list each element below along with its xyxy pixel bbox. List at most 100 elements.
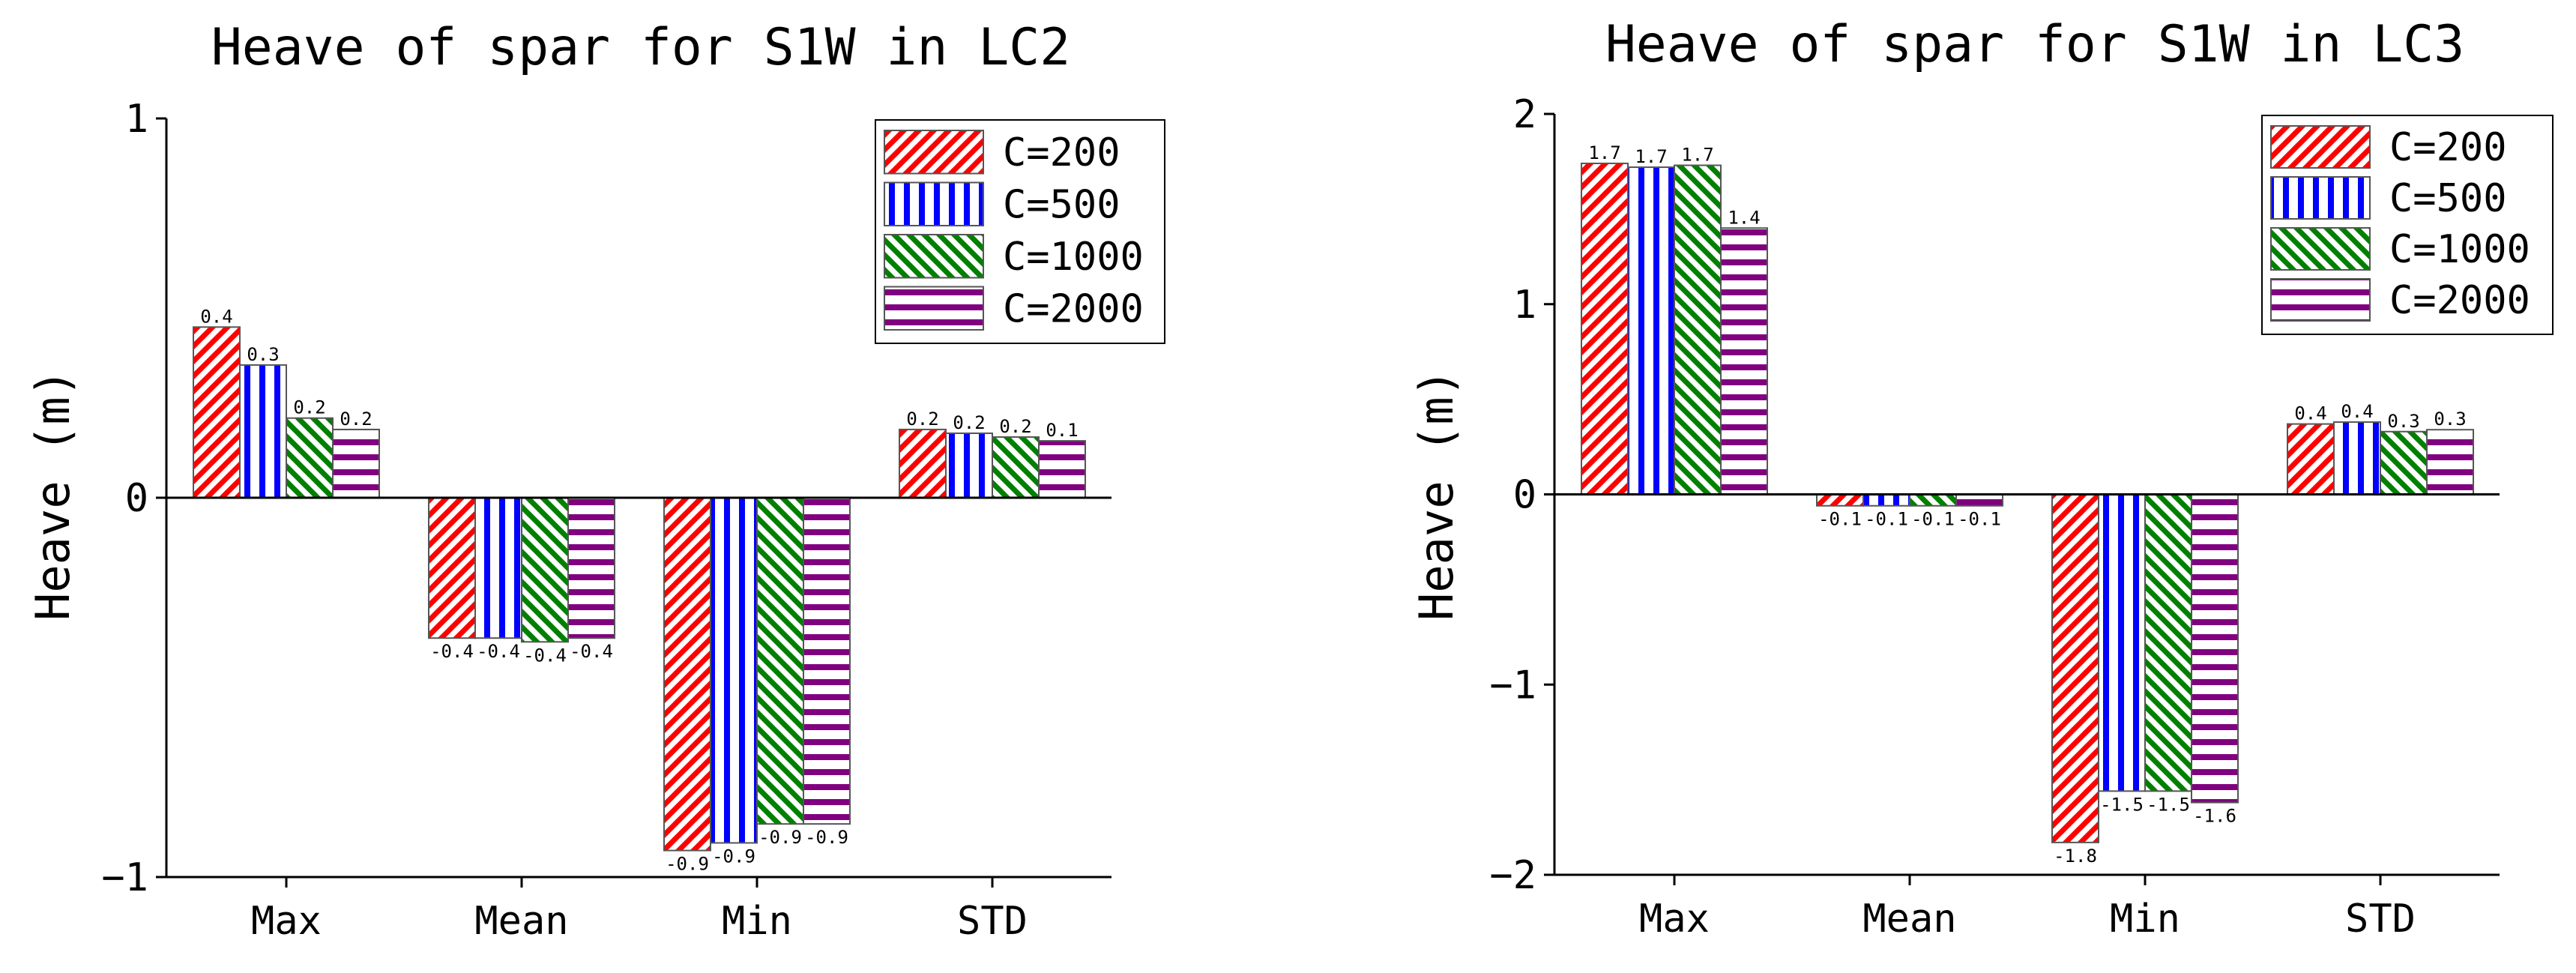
- legend-swatch: [884, 234, 984, 279]
- x-tick-label: Max: [1639, 897, 1710, 942]
- bar-c-200-max: [193, 326, 241, 498]
- bar-c-2000-min: [2191, 493, 2239, 804]
- data-labels-group: 1.7 1.7 1.71.4-0.1 -0.1 -0.1 -0.1-1.8-1.5 -1.5…: [1588, 142, 2466, 867]
- bar-c-1000-max: [1674, 164, 1722, 495]
- bar-c-200-max: [1581, 162, 1629, 495]
- data-label: -1.5: [2100, 794, 2144, 815]
- bar-c-2000-max: [1720, 227, 1768, 495]
- y-tick-label: 2: [1513, 92, 1536, 137]
- legend-label: C=500: [1003, 182, 1120, 227]
- bar-c-1000-std: [992, 436, 1040, 498]
- legend-label: C=1000: [2389, 227, 2530, 272]
- legend-swatch: [884, 130, 984, 175]
- x-tick-label: Mean: [1862, 897, 1956, 942]
- legend-swatch: [2270, 176, 2371, 220]
- bar-c-1000-mean: [1909, 493, 1957, 507]
- bar-c-500-std: [945, 432, 993, 498]
- legend-swatch: [2270, 278, 2371, 322]
- legend-label: C=500: [2389, 176, 2507, 221]
- y-tick-label: 1: [1513, 283, 1536, 328]
- bar-c-200-mean: [428, 497, 476, 639]
- bar-c-200-min: [663, 497, 711, 852]
- data-label: -0.9: [758, 827, 802, 848]
- x-tick-label: Max: [251, 899, 322, 944]
- x-tick-label: STD: [2345, 897, 2416, 942]
- bar-c-500-max: [239, 364, 287, 498]
- bar-c-2000-mean: [567, 497, 615, 639]
- data-label: 0.3: [2434, 409, 2466, 430]
- bar-c-500-min: [710, 497, 758, 844]
- y-axis-label: Heave (m): [25, 369, 80, 621]
- bar-c-200-std: [899, 428, 947, 498]
- data-label: -1.5: [2147, 794, 2190, 815]
- axes-group: Max Mean Min STD −2 −1 0 1 2: [1489, 92, 2500, 942]
- bar-c-1000-min: [756, 497, 804, 825]
- data-label: 1.7: [1681, 145, 1713, 166]
- bar-c-200-std: [2287, 423, 2335, 495]
- bar-c-200-mean: [1816, 493, 1864, 507]
- data-label: -0.9: [712, 846, 755, 867]
- data-label: 0.2: [340, 409, 372, 430]
- bar-c-2000-max: [332, 428, 380, 498]
- data-label: -0.4: [430, 641, 474, 662]
- y-tick-label: −1: [1489, 663, 1536, 708]
- legend-swatch: [2270, 227, 2371, 271]
- data-label: -0.1: [1818, 509, 1862, 530]
- y-tick-label: −1: [101, 855, 148, 900]
- x-tick-label: Min: [2110, 897, 2180, 942]
- bar-c-1000-mean: [521, 497, 569, 643]
- bars-group: [193, 326, 1086, 852]
- data-label: -0.1: [1958, 509, 2001, 530]
- bar-c-2000-min: [803, 497, 851, 825]
- axes-group: Max Mean Min STD −1 0 1: [101, 97, 1111, 944]
- data-label: -0.4: [523, 645, 567, 666]
- y-axis-label: Heave (m): [1409, 369, 1464, 621]
- bar-c-1000-std: [2380, 430, 2428, 495]
- data-label: 1.4: [1728, 207, 1760, 228]
- legend-label: C=1000: [1003, 235, 1144, 280]
- chart-lc2: Heave of spar for S1W in LC2 Heave (m) M…: [25, 18, 1165, 944]
- data-label: -0.1: [1865, 509, 1908, 530]
- bar-c-500-max: [1627, 166, 1675, 495]
- x-tick-label: STD: [957, 899, 1028, 944]
- legend: C=200 C=500 C=1000 C=2000: [2261, 115, 2554, 335]
- bar-c-200-min: [2051, 493, 2099, 843]
- data-label: -0.9: [666, 854, 709, 875]
- data-label: 0.3: [247, 344, 279, 365]
- legend: C=200 C=500 C=1000 C=2000: [875, 119, 1165, 344]
- legend-swatch: [2270, 125, 2371, 169]
- bar-c-2000-mean: [1955, 493, 2003, 507]
- y-tick-label: 0: [125, 476, 148, 521]
- legend-label: C=2000: [1003, 286, 1144, 331]
- bar-c-1000-max: [286, 417, 334, 498]
- bar-c-500-min: [2098, 493, 2146, 792]
- data-label: -1.8: [2054, 846, 2097, 867]
- data-label: 0.1: [1046, 420, 1078, 441]
- data-label: -1.6: [2193, 806, 2236, 827]
- legend-label: C=200: [2389, 125, 2507, 170]
- x-tick-label: Min: [722, 899, 792, 944]
- chart-title: Heave of spar for S1W in LC3: [1605, 15, 2464, 74]
- data-label: 0.4: [2341, 401, 2373, 422]
- data-label: 0.2: [999, 416, 1031, 437]
- data-labels-group: 0.40.30.20.2-0.4 -0.4 -0.4 -0.4-0.9 -0.9-0.9…: [200, 306, 1078, 874]
- data-label: 0.2: [906, 409, 938, 430]
- data-label: 0.4: [200, 306, 232, 327]
- chart-title: Heave of spar for S1W in LC2: [211, 18, 1070, 77]
- legend-swatch: [884, 286, 984, 331]
- y-tick-label: −2: [1489, 853, 1536, 898]
- x-tick-label: Mean: [474, 899, 568, 944]
- data-label: 1.7: [1588, 142, 1620, 163]
- data-label: -0.9: [805, 827, 848, 848]
- y-tick-label: 0: [1513, 473, 1536, 518]
- bars-group: [1581, 162, 2474, 843]
- y-tick-label: 1: [125, 97, 148, 142]
- data-label: 0.2: [953, 412, 985, 433]
- chart-lc3: Heave of spar for S1W in LC3 Heave (m) M…: [1409, 15, 2554, 942]
- data-label: -0.4: [570, 641, 613, 662]
- data-label: -0.4: [477, 641, 520, 662]
- legend-label: C=200: [1003, 130, 1120, 175]
- data-label: 0.2: [293, 397, 325, 418]
